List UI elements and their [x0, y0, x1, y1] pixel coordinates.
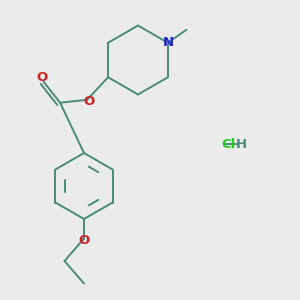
Text: O: O [78, 233, 90, 247]
Text: O: O [83, 95, 94, 108]
Text: H: H [236, 137, 247, 151]
Text: Cl: Cl [221, 137, 235, 151]
Text: N: N [162, 36, 173, 49]
Text: O: O [37, 71, 48, 84]
